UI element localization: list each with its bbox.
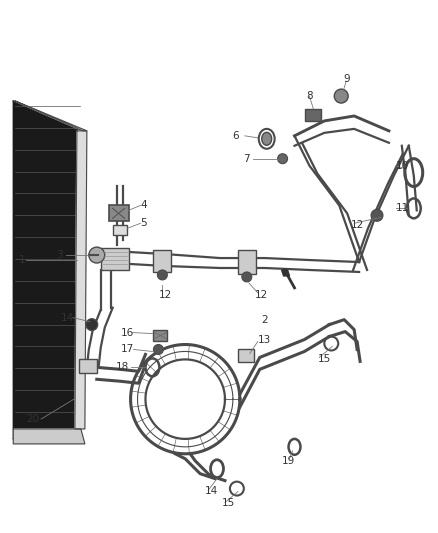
Circle shape [242, 272, 252, 282]
Text: 12: 12 [351, 220, 364, 230]
Polygon shape [13, 101, 83, 439]
Circle shape [153, 344, 163, 354]
Text: 12: 12 [255, 290, 268, 300]
Text: 10: 10 [396, 160, 409, 171]
FancyBboxPatch shape [109, 205, 129, 221]
Text: 11: 11 [396, 204, 409, 213]
FancyBboxPatch shape [238, 350, 254, 362]
FancyBboxPatch shape [153, 250, 171, 272]
Text: 19: 19 [282, 456, 295, 466]
FancyBboxPatch shape [79, 359, 97, 373]
Polygon shape [282, 270, 290, 276]
FancyBboxPatch shape [101, 248, 129, 270]
Circle shape [157, 270, 167, 280]
Circle shape [278, 154, 288, 164]
Text: 3: 3 [56, 250, 63, 260]
Text: 18: 18 [116, 362, 129, 373]
Text: 4: 4 [141, 200, 147, 211]
FancyBboxPatch shape [153, 329, 167, 341]
Ellipse shape [262, 132, 272, 146]
Circle shape [86, 319, 98, 330]
Text: 2: 2 [262, 314, 268, 325]
Text: 13: 13 [258, 335, 271, 344]
Text: 15: 15 [318, 354, 331, 365]
Text: 15: 15 [222, 498, 235, 508]
FancyBboxPatch shape [238, 250, 256, 274]
Text: 14: 14 [61, 313, 74, 322]
Text: 1: 1 [19, 255, 26, 265]
Polygon shape [75, 131, 87, 429]
Polygon shape [15, 101, 87, 131]
Circle shape [334, 89, 348, 103]
Text: 9: 9 [343, 74, 350, 84]
Circle shape [371, 209, 383, 221]
Polygon shape [13, 429, 85, 444]
FancyBboxPatch shape [113, 225, 127, 235]
Text: 12: 12 [159, 290, 172, 300]
Text: 14: 14 [205, 486, 218, 496]
Text: 17: 17 [120, 344, 134, 354]
Text: 20: 20 [26, 414, 39, 424]
Text: 5: 5 [141, 219, 147, 228]
Text: 6: 6 [232, 131, 239, 141]
Text: 7: 7 [243, 154, 250, 164]
FancyBboxPatch shape [305, 109, 321, 121]
Text: 16: 16 [120, 328, 134, 337]
Text: 8: 8 [307, 91, 313, 101]
Circle shape [89, 247, 105, 263]
